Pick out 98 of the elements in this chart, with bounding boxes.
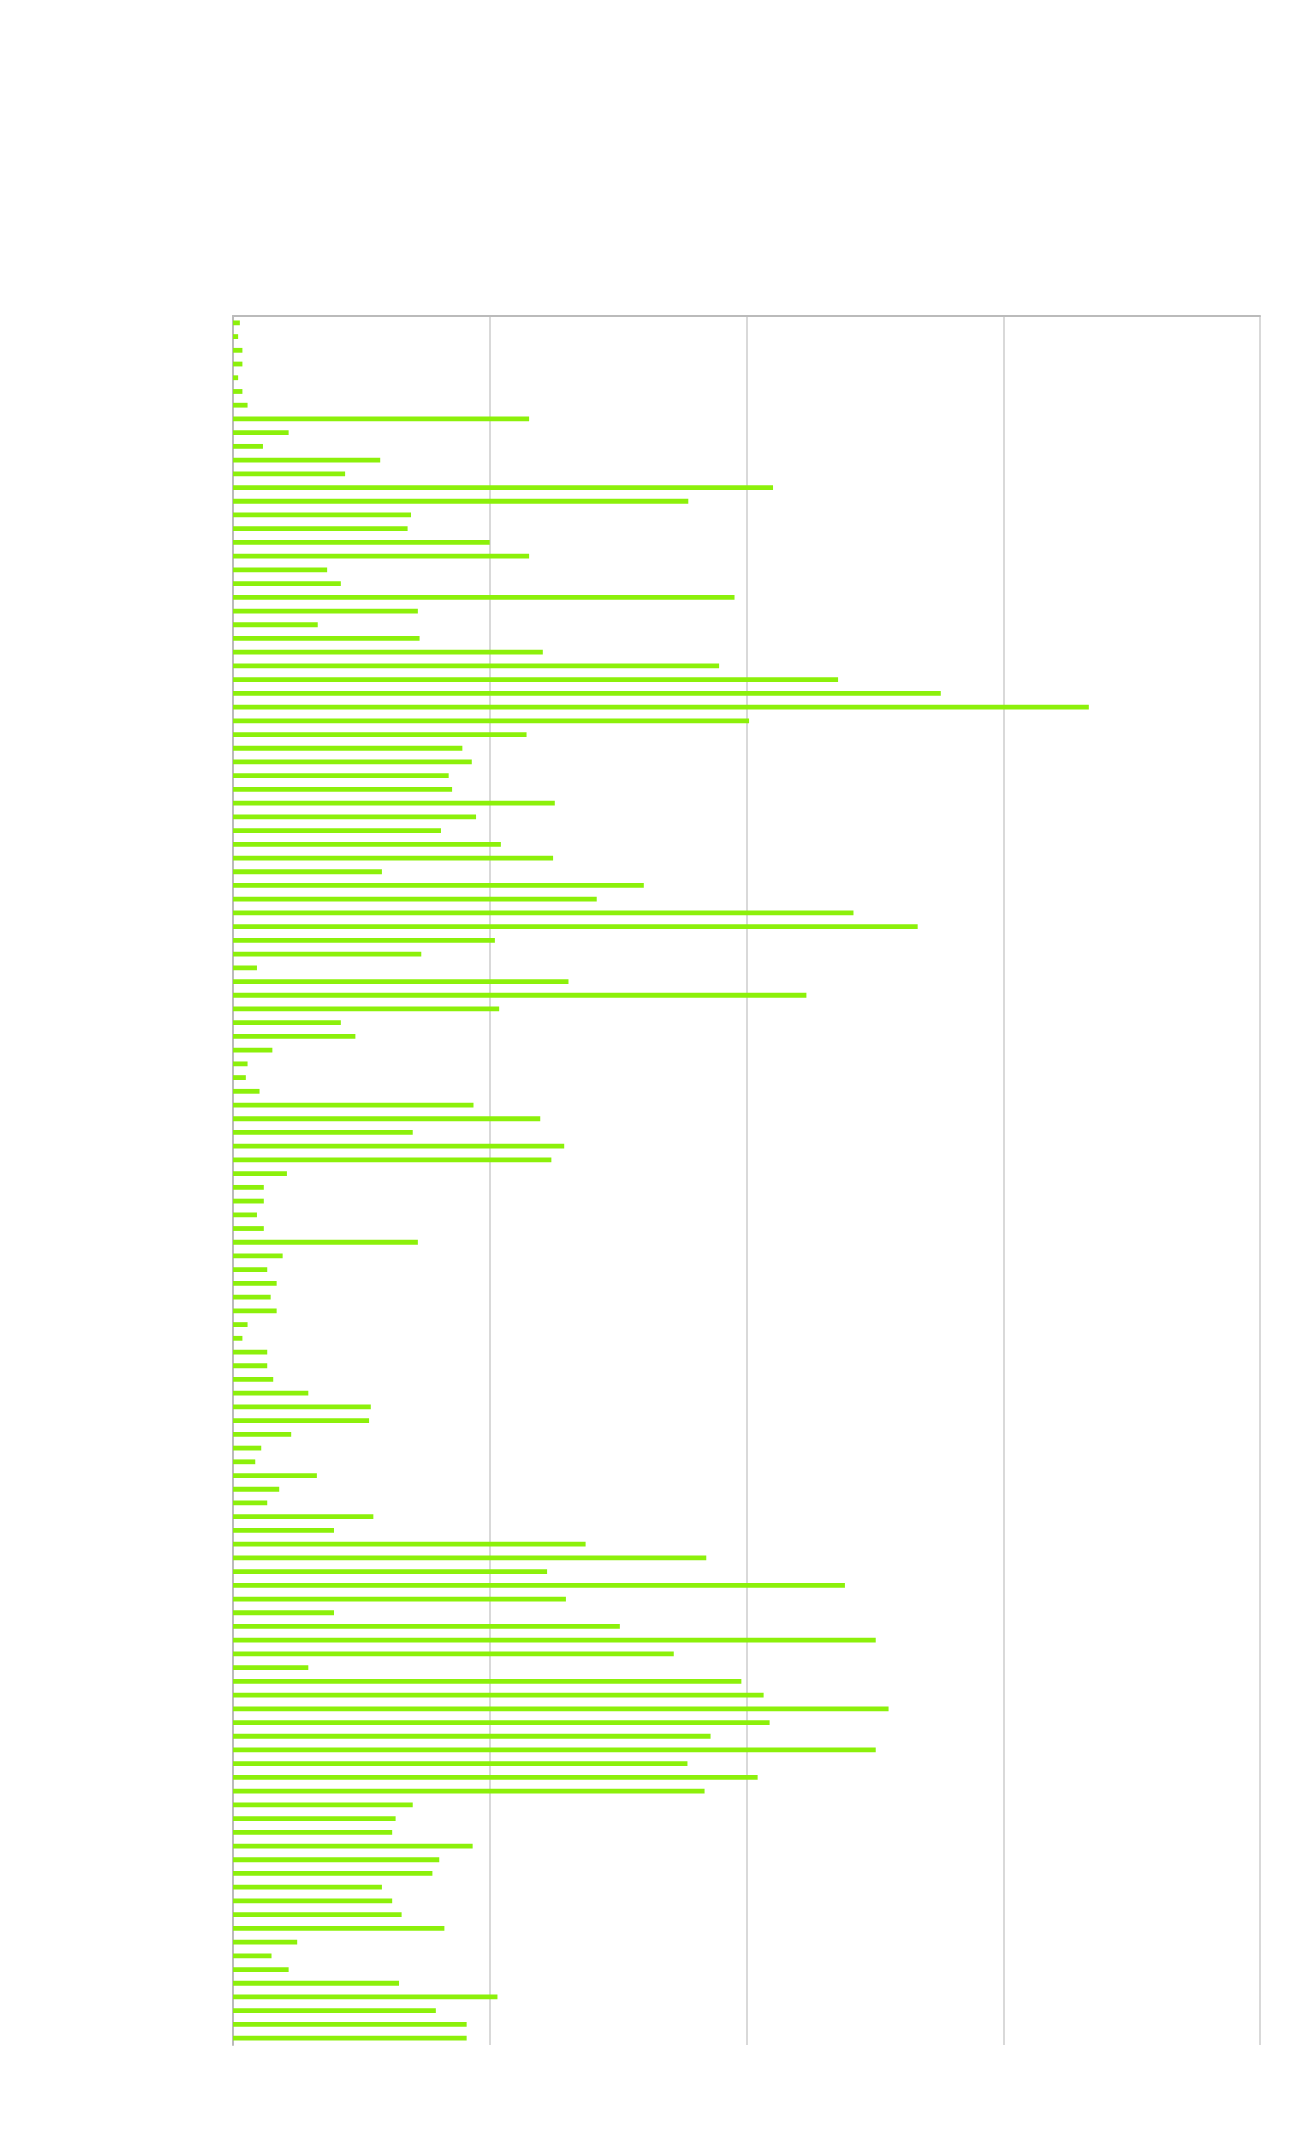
- bar: [233, 1610, 334, 1616]
- bar: [233, 883, 644, 888]
- bar: [233, 402, 248, 408]
- bar: [233, 841, 501, 847]
- bar: [233, 1047, 273, 1053]
- bar: [233, 1061, 248, 1067]
- bar: [233, 553, 530, 559]
- bar: [233, 1733, 711, 1739]
- bar: [233, 1171, 287, 1177]
- bar: [233, 1116, 541, 1122]
- bar: [233, 1335, 243, 1341]
- bar: [233, 1884, 382, 1890]
- bar: [233, 1569, 548, 1574]
- bar: [233, 485, 774, 490]
- bar: [233, 1130, 413, 1135]
- bar: [233, 690, 941, 696]
- bar: [233, 924, 918, 930]
- bar: [233, 773, 449, 779]
- bar: [233, 1706, 889, 1712]
- bar: [233, 320, 240, 326]
- bar: [233, 1637, 876, 1643]
- bar: [233, 1871, 433, 1876]
- bar: [233, 787, 453, 792]
- bar: [233, 1486, 280, 1492]
- bar: [233, 498, 689, 504]
- bar: [233, 1624, 620, 1629]
- bar: [233, 389, 243, 394]
- bar: [233, 1541, 586, 1547]
- bar: [233, 1555, 707, 1561]
- bar: [233, 869, 382, 875]
- bar: [233, 814, 477, 820]
- bar: [233, 1528, 334, 1533]
- bar: [233, 937, 495, 943]
- bar: [233, 636, 420, 641]
- bar: [233, 1226, 264, 1231]
- bar: [233, 2008, 436, 2014]
- bar: [233, 1377, 274, 1382]
- bar: [233, 1775, 758, 1780]
- bar: [233, 1980, 400, 1986]
- bar: [233, 1322, 248, 1327]
- bar: [233, 1034, 356, 1039]
- bar: [233, 443, 263, 449]
- bar: [233, 1665, 309, 1671]
- bar: [233, 334, 239, 339]
- bar: [233, 1088, 260, 1094]
- bar: [233, 1020, 341, 1026]
- bar: [233, 1788, 705, 1794]
- bar: [233, 1925, 445, 1931]
- bar: [233, 1212, 257, 1218]
- bar: [233, 992, 807, 998]
- bar: [233, 1953, 272, 1959]
- bar: [233, 1184, 264, 1190]
- bar: [233, 1363, 268, 1369]
- bar: [233, 1418, 370, 1424]
- bar: [233, 471, 346, 477]
- bar: [233, 540, 490, 545]
- bar: [233, 594, 735, 600]
- bar: [233, 1857, 440, 1863]
- bar: [233, 622, 318, 628]
- bar: [233, 745, 463, 751]
- bar: [233, 375, 239, 381]
- bar: [233, 1582, 845, 1588]
- bar: [233, 1912, 402, 1918]
- bar: [233, 1720, 770, 1725]
- bar: [233, 526, 408, 532]
- bar: [233, 800, 555, 806]
- bar: [233, 677, 839, 683]
- bar: [233, 1075, 246, 1080]
- bar: [233, 347, 243, 353]
- bar: [233, 1816, 396, 1821]
- bar: [233, 581, 341, 586]
- bar: [233, 567, 328, 573]
- bar: [233, 718, 750, 724]
- bar: [233, 1239, 418, 1245]
- bar: [233, 1802, 413, 1808]
- bar: [233, 1390, 309, 1396]
- bar: [233, 1967, 289, 1972]
- bar: [233, 1473, 317, 1478]
- bar: [233, 1678, 742, 1684]
- bar: [233, 1761, 688, 1767]
- bar: [233, 2035, 467, 2041]
- bar: [233, 1143, 565, 1149]
- bar: [233, 1281, 277, 1286]
- bar: [233, 1294, 271, 1300]
- bar: [233, 1829, 393, 1835]
- bar: [233, 430, 289, 436]
- bar: [233, 732, 527, 737]
- bar: [233, 1459, 256, 1465]
- bar: [233, 828, 441, 833]
- bar: [233, 979, 569, 984]
- bar: [233, 965, 257, 971]
- bar: [233, 1514, 374, 1520]
- bar: [233, 649, 543, 655]
- bar: [233, 1431, 292, 1437]
- bar: [233, 1267, 268, 1273]
- bar: [233, 2022, 467, 2027]
- bar: [233, 1308, 277, 1314]
- bar: [233, 896, 597, 902]
